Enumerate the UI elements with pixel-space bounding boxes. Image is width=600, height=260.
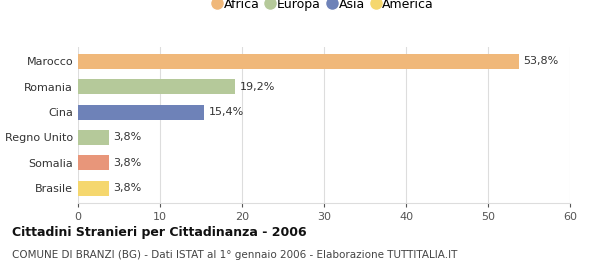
Bar [78,105,204,120]
Bar [78,180,109,196]
Text: 15,4%: 15,4% [208,107,244,117]
Text: 3,8%: 3,8% [113,158,142,168]
Text: Cittadini Stranieri per Cittadinanza - 2006: Cittadini Stranieri per Cittadinanza - 2… [12,226,307,239]
Legend: Africa, Europa, Asia, America: Africa, Europa, Asia, America [210,0,438,14]
Text: 3,8%: 3,8% [113,183,142,193]
Text: 3,8%: 3,8% [113,132,142,142]
Text: 19,2%: 19,2% [239,82,275,92]
Text: COMUNE DI BRANZI (BG) - Dati ISTAT al 1° gennaio 2006 - Elaborazione TUTTITALIA.: COMUNE DI BRANZI (BG) - Dati ISTAT al 1°… [12,250,457,259]
Bar [78,155,109,170]
Bar [78,130,109,145]
Bar [78,54,519,69]
Text: 53,8%: 53,8% [523,56,559,67]
Bar [78,79,235,94]
